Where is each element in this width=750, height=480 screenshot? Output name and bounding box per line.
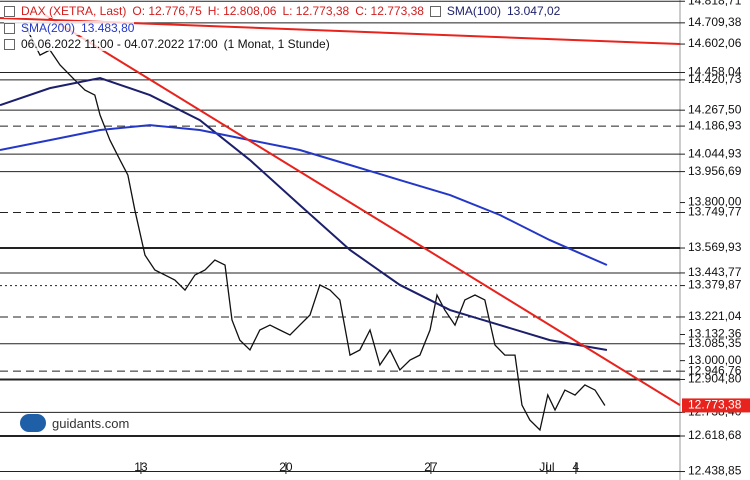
sma200-row: SMA(200) 13.483,80 bbox=[4, 21, 135, 35]
y-tick-label: 13.443,77 bbox=[688, 265, 742, 279]
y-tick-label: 14.602,06 bbox=[688, 36, 742, 50]
toggle-icon[interactable] bbox=[4, 22, 15, 34]
y-tick-label: 12.618,68 bbox=[688, 428, 742, 442]
y-tick-label: 13.085,35 bbox=[688, 336, 742, 350]
series-line bbox=[44, 14, 681, 406]
y-tick-label: 12.904,80 bbox=[688, 372, 742, 386]
y-tick-label: 13.800,00 bbox=[688, 195, 742, 209]
series-line bbox=[0, 124, 608, 266]
y-tick-label: 13.749,77 bbox=[688, 205, 742, 219]
period-row: 06.06.2022 11:00 - 04.07.2022 17:00 (1 M… bbox=[4, 37, 330, 51]
y-tick-label: 13.569,93 bbox=[688, 240, 742, 254]
y-tick-label: 13.379,87 bbox=[688, 278, 742, 292]
logo-text: guidants.com bbox=[52, 415, 130, 431]
range: (1 Monat, 1 Stunde) bbox=[223, 37, 330, 51]
x-tick-label: 27 bbox=[424, 460, 438, 474]
last-price-label: 12.773,38 bbox=[688, 398, 742, 412]
y-tick-label: 13.221,04 bbox=[688, 309, 742, 323]
y-tick-label: 14.044,93 bbox=[688, 146, 742, 160]
y-tick-label: 13.000,00 bbox=[688, 353, 742, 367]
y-tick-label: 14.267,50 bbox=[688, 102, 742, 116]
series-line bbox=[24, 24, 606, 432]
toggle-icon[interactable] bbox=[4, 5, 15, 17]
y-tick-label: 12.946,76 bbox=[688, 363, 742, 377]
x-tick-label: 4 bbox=[573, 460, 580, 474]
toggle-icon[interactable] bbox=[4, 38, 15, 50]
last-price-box bbox=[682, 398, 750, 413]
high: H: 12.808,06 bbox=[207, 4, 277, 18]
period: 06.06.2022 11:00 - 04.07.2022 17:00 bbox=[21, 37, 218, 51]
low: L: 12.773,38 bbox=[282, 4, 350, 18]
y-tick-label: 12.438,85 bbox=[688, 464, 742, 478]
toggle-icon[interactable] bbox=[429, 5, 441, 17]
y-tick-label: 13.132,36 bbox=[688, 327, 742, 341]
x-tick-label: 20 bbox=[279, 460, 293, 474]
x-tick-label: 13 bbox=[134, 460, 148, 474]
ohlc-row: DAX (XETRA, Last) O: 12.776,75 H: 12.808… bbox=[4, 4, 561, 18]
y-tick-label: 14.420,73 bbox=[688, 72, 742, 86]
sma100-name: SMA(100) bbox=[446, 4, 501, 18]
close: C: 12.773,38 bbox=[355, 4, 424, 18]
series-name: DAX (XETRA, Last) bbox=[21, 4, 127, 18]
open: O: 12.776,75 bbox=[132, 4, 202, 18]
sma200-value: 13.483,80 bbox=[81, 21, 135, 35]
series-line bbox=[0, 77, 608, 351]
sma200-name: SMA(200) bbox=[21, 21, 76, 35]
sma100-value: 13.047,02 bbox=[506, 4, 561, 18]
x-tick-label: Jul bbox=[539, 460, 554, 474]
y-tick-label: 13.956,69 bbox=[688, 164, 742, 178]
y-tick-label: 14.186,93 bbox=[688, 118, 742, 132]
logo: guidants.com bbox=[20, 414, 129, 432]
y-tick-label: 14.458,04 bbox=[688, 65, 742, 79]
y-tick-label: 14.709,38 bbox=[688, 15, 742, 29]
y-tick-label: 14.818,71 bbox=[688, 0, 742, 7]
